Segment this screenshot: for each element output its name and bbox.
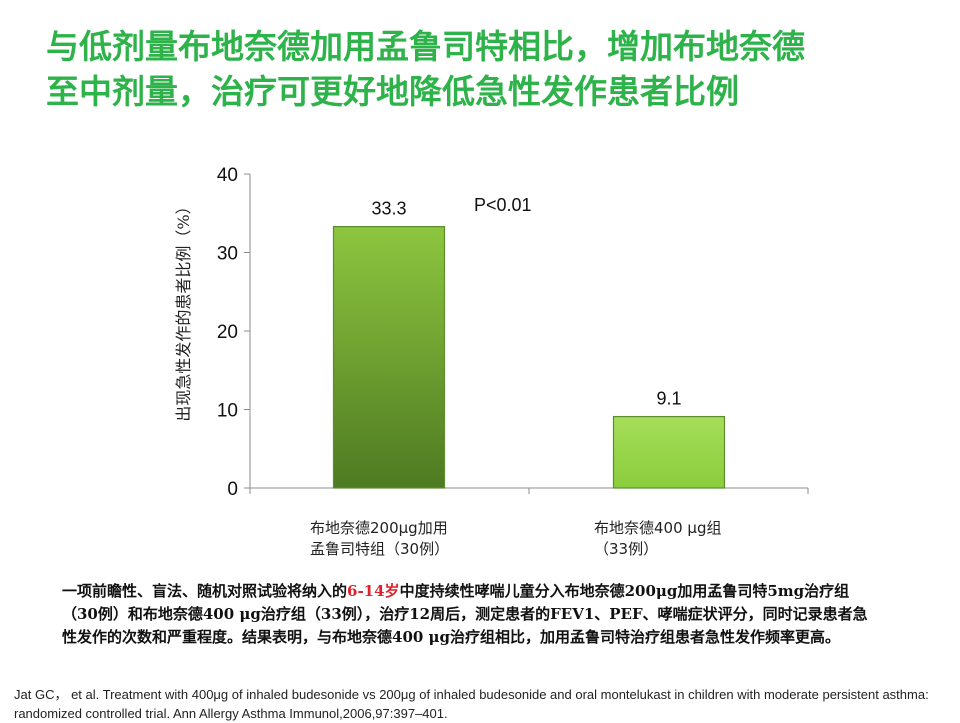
- category-label-1: 布地奈德200μg加用 孟鲁司特组（30例）: [310, 518, 449, 560]
- category-label-2-line2: （33例）: [594, 540, 659, 558]
- y-tick-label: 10: [217, 401, 238, 422]
- slide-title-line2: 至中剂量，治疗可更好地降低急性发作患者比例: [46, 72, 739, 111]
- description-part2: 中度持续性哮喘儿童分入布地奈德200μg加用孟鲁司特5mg治疗组（30例）和布地…: [62, 582, 868, 646]
- description-highlight: 6-14岁: [347, 582, 400, 600]
- citation: Jat GC， et al. Treatment with 400μg of i…: [14, 687, 929, 721]
- data-label-1: 33.3: [371, 199, 406, 219]
- y-tick-label: 20: [217, 322, 238, 343]
- y-tick-label: 0: [227, 479, 238, 500]
- bar-1: [332, 225, 446, 489]
- category-label-1-line2: 孟鲁司特组（30例）: [310, 540, 450, 558]
- study-description: 一项前瞻性、盲法、随机对照试验将纳入的6-14岁中度持续性哮喘儿童分入布地奈德2…: [62, 580, 882, 649]
- y-tick-label: 30: [217, 244, 238, 265]
- category-label-2: 布地奈德400 μg组 （33例）: [594, 518, 721, 560]
- bar-2: [612, 415, 726, 489]
- y-axis-label: 出现急性发作的患者比例（%）: [174, 198, 193, 422]
- data-label-2: 9.1: [656, 389, 681, 409]
- y-axis-label-wrap: 出现急性发作的患者比例（%）: [168, 160, 196, 460]
- slide-title-line1: 与低剂量布地奈德加用孟鲁司特相比，增加布地奈德: [46, 27, 805, 66]
- description-part1: 一项前瞻性、盲法、随机对照试验将纳入的: [62, 582, 348, 600]
- category-label-1-line1: 布地奈德200μg加用: [310, 519, 448, 537]
- p-value-annotation: P<0.01: [474, 195, 532, 215]
- category-label-2-line1: 布地奈德400 μg组: [594, 519, 722, 537]
- y-tick-label: 40: [217, 165, 238, 186]
- slide-title: 与低剂量布地奈德加用孟鲁司特相比，增加布地奈德 至中剂量，治疗可更好地降低急性发…: [46, 24, 936, 114]
